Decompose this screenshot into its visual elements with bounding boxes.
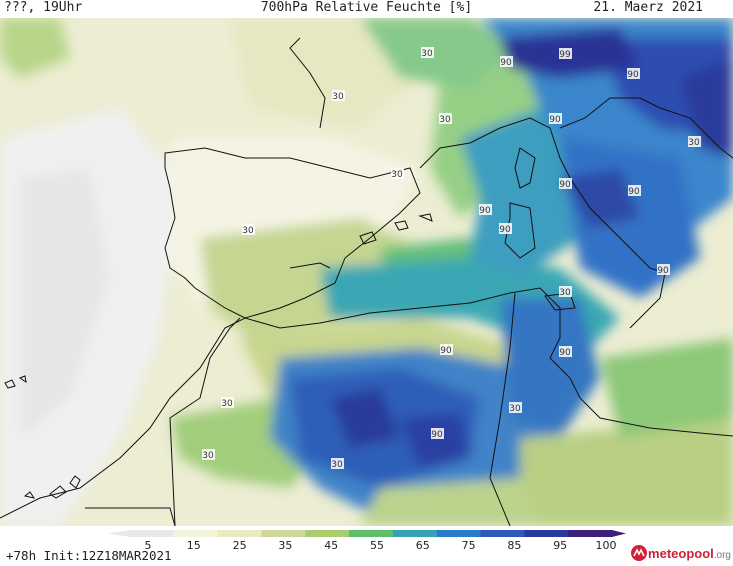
- svg-text:90: 90: [628, 187, 640, 197]
- footer: 5 15 25 35 45 55 65 75 85 95 100 +78h Init:12Z18MA…: [0, 526, 733, 566]
- map-canvas: 30 90 99 90 30 30 90 30 90 90 30 90 90 30 90 30 90 90 30 30…: [0, 18, 733, 526]
- colorbar-arrow-left: [108, 530, 130, 537]
- colorbar-swatch: [392, 530, 438, 537]
- humidity-map: 30 90 99 90 30 30 90 30 90 90 30 90 90 30 90 30 90 90 30 30…: [0, 18, 733, 526]
- contour-label: 90: [627, 68, 640, 80]
- svg-text:30: 30: [509, 404, 521, 414]
- svg-text:90: 90: [440, 346, 452, 356]
- svg-text:90: 90: [500, 58, 512, 68]
- logo-text: meteopool.org: [648, 545, 731, 561]
- contour-label: 30: [221, 397, 234, 409]
- contour-label: 90: [499, 223, 512, 235]
- svg-text:99: 99: [559, 50, 571, 60]
- contour-label: 90: [431, 428, 444, 440]
- svg-text:30: 30: [559, 288, 571, 298]
- logo-icon: [631, 545, 648, 561]
- contour-label: 90: [628, 185, 641, 197]
- svg-text:30: 30: [221, 399, 233, 409]
- contour-label: 30: [331, 458, 344, 470]
- svg-text:30: 30: [391, 170, 403, 180]
- colorbar-swatch: [173, 530, 219, 537]
- islands: [4, 213, 433, 499]
- colorbar-swatch: [436, 530, 482, 537]
- colorbar-swatch: [261, 530, 306, 537]
- colorbar: 5 15 25 35 45 55 65 75 85 95 100: [108, 530, 626, 550]
- contour-label: 90: [500, 56, 513, 68]
- colorbar-tick-label: 75: [462, 539, 476, 550]
- colorbar-tick-label: 35: [278, 539, 292, 550]
- forecast-date: 21. Maerz 2021: [593, 0, 703, 15]
- colorbar-swatch: [130, 530, 175, 537]
- colorbar-swatch: [480, 530, 525, 537]
- colorbar-tick-label: 15: [187, 539, 201, 550]
- contour-label: 30: [688, 136, 701, 148]
- header: ???, 19Uhr 700hPa Relative Feuchte [%] 2…: [0, 0, 733, 18]
- colorbar-arrow-right: [612, 530, 626, 537]
- colorbar-tick-label: 55: [370, 539, 384, 550]
- svg-text:90: 90: [499, 225, 511, 235]
- contour-label: 30: [202, 449, 215, 461]
- contour-label: 30: [439, 113, 452, 125]
- colorbar-tick-label: 100: [596, 539, 617, 550]
- svg-text:90: 90: [627, 70, 639, 80]
- contour-label: 90: [549, 113, 562, 125]
- colorbar-swatch: [524, 530, 569, 537]
- contour-label: 30: [509, 402, 522, 414]
- colorbar-swatch: [568, 530, 613, 537]
- svg-text:30: 30: [202, 451, 214, 461]
- svg-text:30: 30: [331, 460, 343, 470]
- contour-labels: 30 90 99 90 30 30 90 30 90 90 30 90 90 30 90 30 90 90 30 30…: [202, 47, 701, 470]
- colorbar-tick-label: 5: [145, 539, 152, 550]
- contour-label: 30: [332, 90, 345, 102]
- colorbar-swatch: [305, 530, 350, 537]
- svg-text:90: 90: [549, 115, 561, 125]
- svg-text:30: 30: [439, 115, 451, 125]
- svg-text:90: 90: [479, 206, 491, 216]
- colorbar-swatch: [349, 530, 394, 537]
- meteopool-logo[interactable]: meteopool.org: [630, 544, 731, 562]
- contour-label: 90: [440, 344, 453, 356]
- contour-label: 30: [421, 47, 434, 59]
- svg-text:30: 30: [332, 92, 344, 102]
- contour-label: 30: [391, 168, 404, 180]
- svg-text:90: 90: [559, 180, 571, 190]
- contour-label: 99: [559, 48, 572, 60]
- contour-label: 30: [242, 224, 255, 236]
- contour-label: 30: [559, 286, 572, 298]
- colorbar-tick-label: 85: [507, 539, 521, 550]
- contour-label: 90: [559, 178, 572, 190]
- svg-text:90: 90: [431, 430, 443, 440]
- map-title: 700hPa Relative Feuchte [%]: [260, 0, 473, 15]
- colorbar-tick-label: 45: [324, 539, 338, 550]
- colorbar-tick-label: 95: [553, 539, 567, 550]
- svg-text:30: 30: [688, 138, 700, 148]
- colorbar-swatch: [217, 530, 262, 537]
- contour-label: 90: [479, 204, 492, 216]
- humidity-field: [0, 18, 733, 526]
- contour-label: 90: [559, 346, 572, 358]
- forecast-time: ???, 19Uhr: [4, 0, 83, 15]
- svg-text:30: 30: [242, 226, 254, 236]
- svg-text:30: 30: [421, 49, 433, 59]
- contour-label: 90: [657, 264, 670, 276]
- coastlines: [0, 37, 733, 526]
- svg-text:90: 90: [559, 348, 571, 358]
- colorbar-tick-label: 65: [416, 539, 430, 550]
- colorbar-tick-label: 25: [233, 539, 247, 550]
- run-info: +78h Init:12Z18MAR2021: [6, 548, 172, 563]
- svg-text:90: 90: [657, 266, 669, 276]
